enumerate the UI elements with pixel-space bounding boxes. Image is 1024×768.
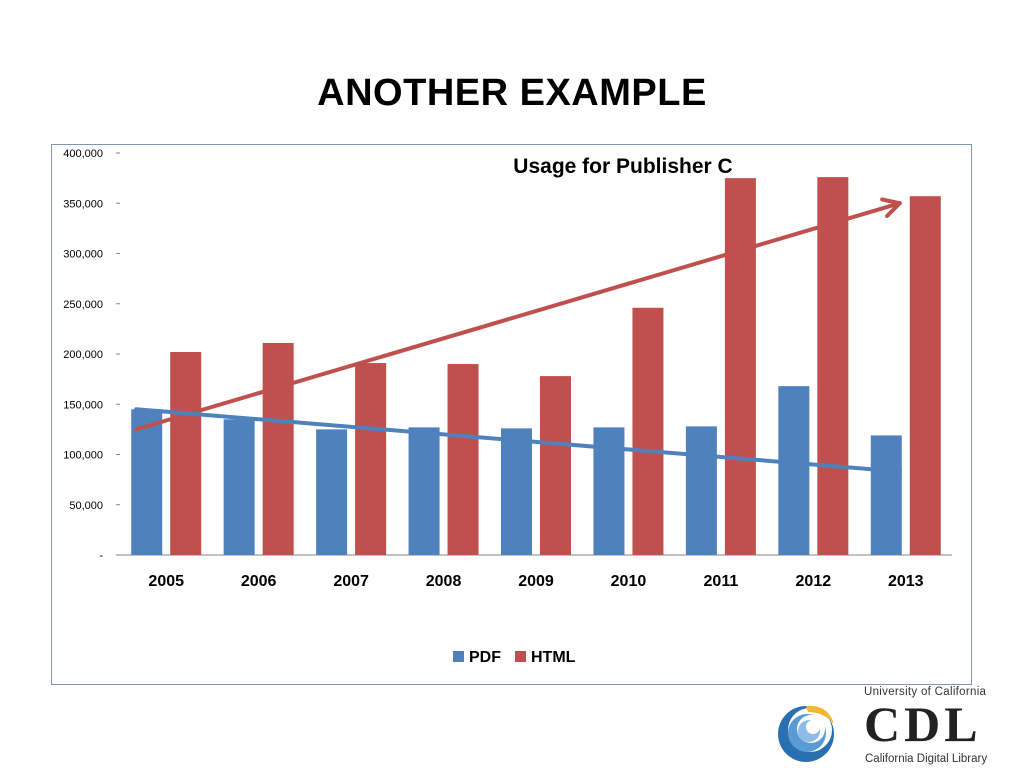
x-tick-label: 2006 [241,573,277,590]
bar-pdf-2008 [408,427,440,555]
logo-university-text: University of California [864,686,987,698]
bar-pdf-2011 [685,426,717,555]
bar-html-2012 [817,177,849,555]
bar-html-2011 [724,178,756,555]
bar-html-2007 [355,363,387,555]
bar-pdf-2007 [316,429,348,555]
bars-layer [131,177,941,555]
cdl-logo: University of California CDL California … [776,686,996,766]
bar-html-2009 [540,376,571,555]
x-tick-label: 2009 [518,573,554,590]
bar-pdf-2013 [870,435,902,555]
bar-pdf-2005 [131,409,163,555]
bar-html-2005 [170,351,202,555]
y-tick-label: 250,000 [63,299,103,311]
bar-pdf-2009 [501,428,532,555]
y-tick-label: 150,000 [63,399,103,411]
x-tick-label: 2007 [333,573,369,590]
y-tick-label: 350,000 [63,198,103,210]
trend-arrowhead-html [880,197,902,219]
logo-cdl-text: CDL [864,696,982,752]
y-tick-label: 300,000 [63,249,103,261]
x-tick-label: 2010 [611,573,647,590]
y-tick-label: 50,000 [69,500,103,512]
y-tick-label: 400,000 [63,148,103,160]
slide-title: ANOTHER EXAMPLE [317,72,707,114]
y-tick-label: 100,000 [63,450,103,462]
y-tick-label: 200,000 [63,349,103,361]
bar-html-2013 [909,196,941,555]
trend-arrows [134,197,902,481]
legend-swatch-pdf [453,651,464,662]
cdl-swirl-icon [778,705,834,762]
legend-label-html: HTML [531,649,576,666]
y-tick-label: - [99,550,103,562]
axis-layer: - 50,000 100,000 150,000 200,000 250,000 300,0… [63,148,952,590]
trend-arrow-html [134,201,902,432]
bar-pdf-2012 [778,386,810,555]
trend-arrow-pdf [134,407,902,474]
x-tick-label: 2012 [796,573,832,590]
legend-label-pdf: PDF [469,649,501,666]
usage-chart: Usage for Publisher C - 50,000 100,000 150,… [63,148,952,666]
chart-frame: Usage for Publisher C - 50,000 100,000 150,… [51,144,972,685]
legend-swatch-html [515,651,526,662]
chart-title: Usage for Publisher C [513,155,732,178]
bar-html-2008 [447,364,479,555]
x-tick-label: 2011 [704,573,739,590]
x-tick-label: 2005 [148,573,184,590]
x-tick-label: 2013 [888,573,924,590]
logo-library-text: California Digital Library [865,753,988,765]
trend-arrowhead-pdf [881,459,902,481]
x-tick-label: 2008 [426,573,462,590]
chart-legend: PDF HTML [453,649,576,666]
bar-html-2006 [262,342,294,555]
bar-html-2010 [632,307,664,555]
bar-pdf-2006 [223,419,255,555]
